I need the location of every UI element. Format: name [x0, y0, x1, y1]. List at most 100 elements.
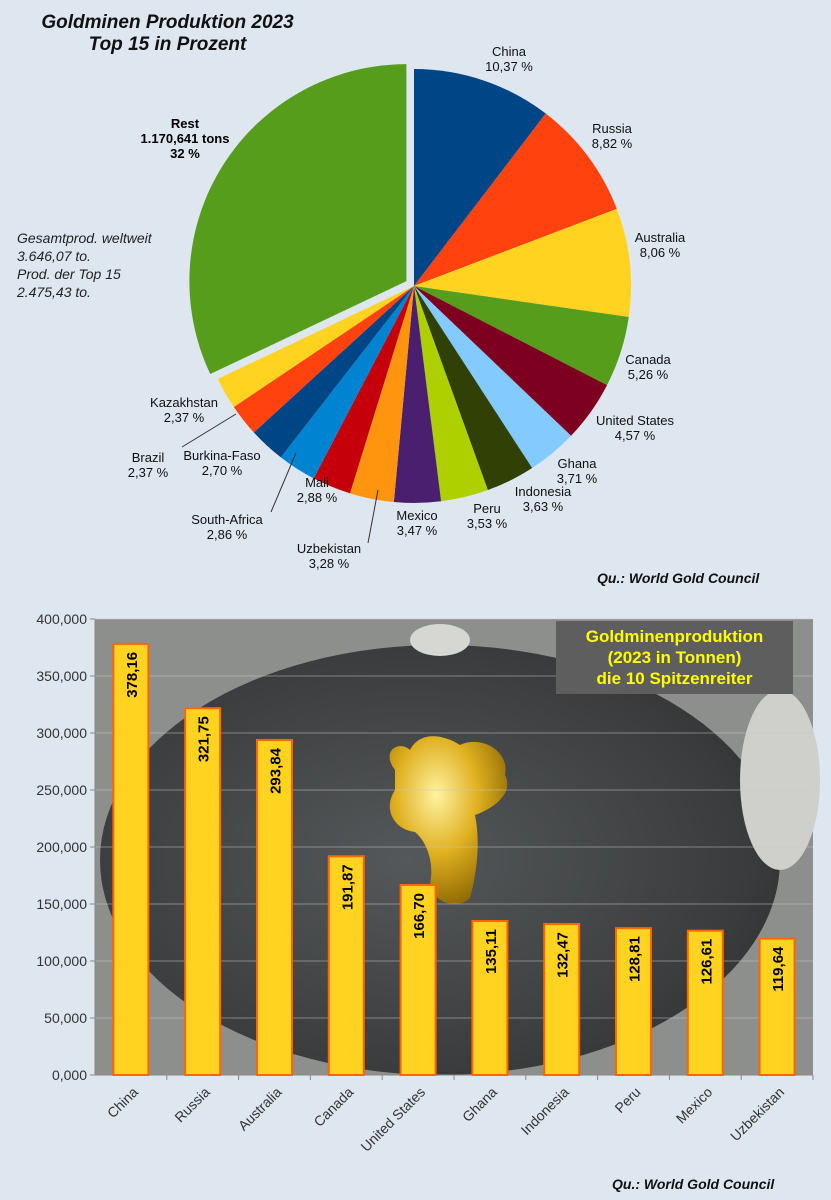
pie-label-value: 5,26 % [627, 367, 669, 382]
note-line: Prod. der Top 15 [17, 266, 121, 282]
pie-slice-mali [313, 286, 414, 494]
pie-label-name: Indonesia [514, 484, 572, 499]
bar-source: Qu.: World Gold Council [612, 1176, 775, 1192]
data-label: 132,47 [555, 932, 572, 978]
pie-label-name: China [492, 44, 526, 59]
x-tick-label: Mexico [673, 1084, 716, 1127]
gold-nugget-image [389, 736, 508, 905]
x-tick-label: Indonesia [518, 1084, 572, 1138]
pie-label-mali: Mali 2,88 % [297, 475, 337, 505]
pie-slice-kazakhstan [217, 286, 414, 407]
pie-source: Qu.: World Gold Council [597, 570, 760, 586]
pie-title-line: Top 15 in Prozent [88, 34, 247, 55]
y-tick-label: 100,000 [36, 953, 87, 969]
rest-percent: 32 % [170, 146, 200, 161]
pie-label-ghana: Ghana 3,71 % [557, 456, 597, 486]
x-tick-label: United States [357, 1084, 428, 1155]
pie-label-united-states: United States 4,57 % [596, 413, 674, 443]
pie-label-value: 2,37 % [127, 465, 169, 480]
pie-label-value: 8,82 % [591, 136, 633, 151]
pie-label-name: Uzbekistan [296, 541, 362, 556]
pie-label-name: Peru [473, 501, 501, 516]
data-label: 293,84 [268, 747, 285, 794]
pie-label-name: Kazakhstan [150, 395, 218, 410]
pie-label-australia: Australia 8,06 % [635, 230, 686, 260]
x-tick-label: Ghana [459, 1084, 500, 1125]
pie-slice-united-states [414, 286, 608, 436]
y-tick-label: 150,000 [36, 896, 87, 912]
y-tick-label: 0,000 [52, 1067, 87, 1083]
pie-label-name: Russia [592, 121, 632, 136]
data-label: 128,81 [627, 936, 644, 982]
pie-label-name: Brazil [131, 450, 165, 465]
pie-slice-ghana [414, 286, 572, 469]
pie-label-name: Australia [634, 230, 686, 245]
bar-ghana [471, 919, 509, 1077]
data-label: 126,61 [698, 939, 715, 985]
pie-slice-mexico [393, 286, 442, 503]
pie-label-value: 8,06 % [639, 245, 681, 260]
pie-label-china: China 10,37 % [485, 44, 533, 74]
pebble-image [740, 690, 820, 870]
bar-chart: 0,000 50,000 100,000 150,000 200,000 250,000 3… [36, 611, 820, 1155]
note-line: 3.646,07 to. [17, 248, 91, 264]
pie-label-value: 10,37 % [485, 59, 533, 74]
pie-slice-south-africa [280, 286, 414, 479]
pie-label-name: Mexico [396, 508, 438, 523]
rest-name: Rest [170, 116, 200, 131]
y-tick-label: 200,000 [36, 839, 87, 855]
bar-united-states [399, 883, 437, 1076]
leader-line [367, 489, 379, 544]
x-tick-label: Uzbekistan [727, 1084, 787, 1144]
pie-title-line: Goldminen Produktion 2023 [41, 12, 294, 33]
pie-label-value: 2,70 % [201, 463, 243, 478]
bar-canada [327, 855, 365, 1076]
pie-slice-australia [414, 208, 632, 318]
pie-slice-brazil [233, 286, 414, 433]
pie-label-burkina-faso: Burkina-Faso 2,70 % [183, 448, 260, 478]
bar-indonesia [543, 922, 581, 1076]
pie-label-peru: Peru 3,53 % [467, 501, 507, 531]
note-line: 2.475,43 to. [17, 284, 91, 300]
pie-slice-rest [189, 64, 407, 375]
pie-label-name: Burkina-Faso [183, 448, 261, 463]
bar-peru [615, 927, 652, 1076]
pie-label-value: 3,71 % [556, 471, 598, 486]
bar-mexico [686, 929, 724, 1077]
data-label: 191,87 [339, 864, 356, 910]
pie-label-value: 2,88 % [296, 490, 338, 505]
bar-chart-title: Goldminenproduktion (2023 in Tonnen) die… [556, 621, 793, 694]
bar-title-line: die 10 Spitzenreiter [596, 669, 753, 688]
pie-label-brazil: Brazil 2,37 % [128, 450, 168, 480]
x-tick-label: China [104, 1084, 141, 1121]
data-label: 119,64 [770, 946, 787, 992]
leader-line [270, 452, 297, 513]
pie-label-value: 2,86 % [206, 527, 248, 542]
pie-label-kazakhstan: Kazakhstan 2,37 % [150, 395, 218, 425]
pie-label-russia: Russia 8,82 % [592, 121, 632, 151]
bar-uzbekistan [758, 937, 796, 1077]
production-note: Gesamtprod. weltweit 3.646,07 to. Prod. … [17, 229, 152, 301]
x-tick-label: Peru [611, 1084, 643, 1116]
note-line: Gesamtprod. weltweit [17, 230, 152, 246]
bar-china [112, 642, 150, 1076]
pie-label-value: 2,37 % [163, 410, 205, 425]
pie-label-value: 3,63 % [522, 499, 564, 514]
y-tick-label: 350,000 [36, 668, 87, 684]
pie-label-value: 3,53 % [466, 516, 508, 531]
data-label: 378,16 [124, 652, 141, 698]
data-label: 166,70 [411, 893, 428, 939]
pie-slice-china [414, 69, 546, 286]
pie-label-name: South-Africa [191, 512, 263, 527]
y-tick-label: 300,000 [36, 725, 87, 741]
pie-label-value: 3,47 % [396, 523, 438, 538]
pie-label-uzbekistan: Uzbekistan 3,28 % [297, 541, 361, 571]
leader-line [181, 413, 237, 448]
pie-slice-russia [414, 113, 617, 286]
pie-slice-indonesia [414, 286, 533, 491]
pie-label-rest: Rest 1.170,641 tons 32 % [141, 116, 230, 161]
bar-title-line: Goldminenproduktion [585, 627, 764, 646]
x-tick-label: Canada [310, 1084, 356, 1130]
data-label: 321,75 [196, 716, 213, 762]
pie-label-indonesia: Indonesia 3,63 % [515, 484, 571, 514]
